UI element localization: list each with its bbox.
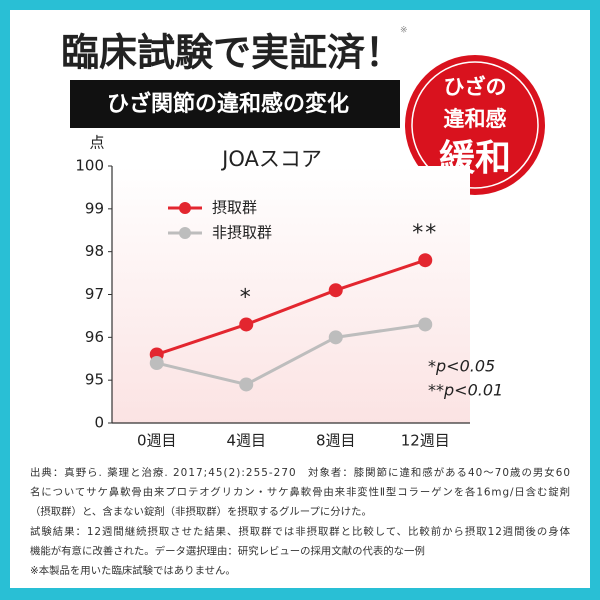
y-tick-label: 95: [85, 371, 104, 389]
footnote-line: ※本製品を用いた臨床試験ではありません。: [30, 564, 236, 577]
x-tick-label: 0週目: [137, 432, 177, 450]
legend-label: 摂取群: [212, 199, 257, 217]
title-mark: ※: [400, 26, 408, 36]
badge-ring: [411, 61, 539, 189]
x-tick-label: 8週目: [316, 432, 356, 450]
y-tick-label: 97: [85, 285, 104, 303]
badge-line: 違和感: [444, 107, 507, 131]
y-tick-label: 100: [75, 157, 104, 175]
point: [239, 317, 254, 332]
y-tick-label: 0: [94, 414, 104, 432]
series-line: [156, 258, 426, 356]
footnote-line: 機能が有意に改善された。データ選択理由：研究レビューの採用文献の代表的な一例: [30, 544, 425, 557]
annotation: *: [240, 285, 253, 310]
footnote-line: 出典：真野ら. 薬理と治療. 2017;45(2):255-270 対象者：膝関…: [30, 466, 570, 479]
point: [328, 330, 343, 345]
x-tick-label: 12週目: [401, 432, 450, 450]
point: [418, 317, 433, 332]
point: [328, 283, 343, 298]
x-tick-label: 4週目: [226, 432, 266, 450]
y-axis-label: 点: [89, 134, 104, 152]
series-line: [156, 322, 426, 387]
significance-note: *p<0.05: [428, 357, 495, 376]
plot-area: [112, 166, 470, 423]
footnote-line: （摂取群）と、含まない錠剤（非摂取群）を摂取するグループに分けた。: [30, 505, 372, 518]
footnotes: 出典：真野ら. 薬理と治療. 2017;45(2):255-270 対象者：膝関…: [30, 466, 571, 577]
y-tick-label: 96: [85, 328, 104, 346]
footnote-line: 名についてサケ鼻軟骨由来プロテオグリカン・サケ鼻軟骨由来非変性Ⅱ型コラーゲンを各…: [30, 486, 570, 499]
annotation: **: [412, 221, 438, 246]
point: [149, 356, 164, 371]
legend-marker: [179, 202, 191, 214]
chart-title: JOAスコア: [220, 147, 322, 171]
legend-label: 非摂取群: [212, 224, 272, 242]
banner-text: ひざ関節の違和感の変化: [107, 91, 349, 117]
badge: [405, 55, 545, 195]
point: [418, 253, 433, 268]
title: 臨床試験で実証済！: [61, 30, 403, 75]
badge-line: ひざの: [444, 75, 507, 99]
point: [239, 377, 254, 392]
legend-marker: [179, 227, 191, 239]
footnote-line: 試験結果：12週間継続摂取させた結果、摂取群では非摂取群と比較して、比較前から摂…: [30, 525, 571, 538]
y-tick-label: 99: [85, 199, 104, 217]
banner: [70, 80, 400, 128]
significance-note: **p<0.01: [428, 381, 503, 400]
y-tick-label: 98: [85, 242, 104, 260]
